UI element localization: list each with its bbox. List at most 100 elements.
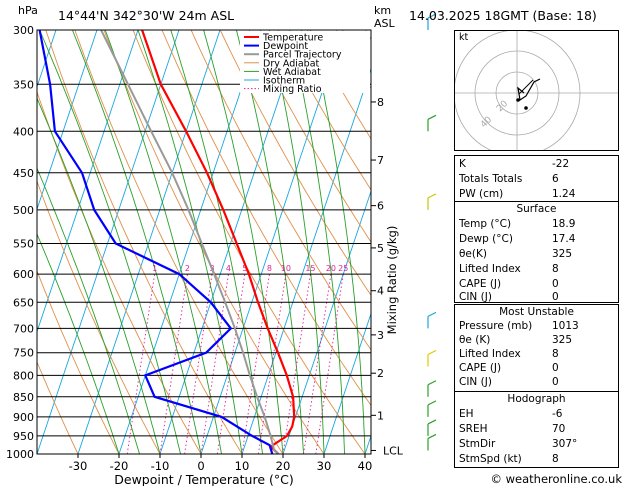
hodograph: 20 40 kt	[454, 30, 619, 151]
isotherm-line	[241, 67, 371, 454]
wind-barb-flag	[427, 349, 437, 356]
dry-adiabat-line	[132, 30, 366, 454]
x-tick-label: 40	[358, 459, 373, 473]
pressure-tick-label: 550	[13, 237, 34, 250]
mu-row: θe (K) 325	[459, 333, 614, 348]
surface-row: Lifted Index 8	[459, 262, 614, 277]
mixing-ratio-line	[303, 274, 332, 454]
x-tick-label: -20	[110, 459, 129, 473]
mu-value: 0	[552, 362, 559, 374]
km-tick-label: 5	[377, 242, 384, 255]
mu-key: Lifted Index	[459, 348, 521, 360]
surface-row: CAPE (J) 0	[459, 277, 614, 292]
hodograph-point	[524, 106, 528, 110]
pressure-tick-label: 300	[13, 24, 34, 37]
pressure-tick-label: 400	[13, 125, 34, 138]
wet-adiabat-line	[104, 30, 222, 454]
surface-key: θe(K)	[459, 248, 487, 260]
legend-label: Isotherm	[263, 76, 305, 87]
surface-key: CAPE (J)	[459, 278, 502, 290]
most-unstable-box: Most Unstable Pressure (mb) 1013 θe (K) 32…	[454, 304, 619, 392]
km-tick-label: 7	[377, 154, 384, 167]
index-row: PW (cm) 1.24	[459, 187, 614, 202]
hodograph-unit-label: kt	[459, 32, 469, 43]
hodograph-point	[516, 98, 520, 102]
isotherm-line	[323, 312, 371, 454]
km-tick-label: 1	[377, 409, 384, 422]
mu-row: CAPE (J) 0	[459, 361, 614, 376]
location-label: 14°44'N 342°30'W 24m ASL	[58, 8, 234, 23]
datetime-label: 14.03.2025 18GMT (Base: 18)	[409, 8, 597, 23]
legend-label: Parcel Trajectory	[263, 50, 342, 61]
surface-row: θe(K) 325	[459, 247, 614, 262]
km-tick-label: 3	[377, 329, 384, 342]
pressure-tick-label: 600	[13, 268, 34, 281]
surface-value: 18.9	[552, 218, 576, 230]
hodo-row: SREH 70	[459, 422, 614, 437]
mu-key: CIN (J)	[459, 376, 492, 388]
hodo-value: 307°	[552, 438, 578, 450]
wind-barb-flag	[427, 13, 437, 19]
series-parcel-trajectory	[100, 30, 280, 454]
wind-barb-flag	[427, 400, 437, 406]
wind-barb-flag	[427, 433, 437, 439]
mixing-ratio-label: 8	[267, 264, 272, 273]
index-key: PW (cm)	[459, 188, 504, 200]
surface-key: Temp (°C)	[459, 218, 512, 230]
legend-label: Dry Adiabat	[263, 58, 320, 69]
pressure-tick-label: 350	[13, 78, 34, 91]
mixing-ratio-label: 15	[305, 264, 315, 273]
legend-label: Temperature	[262, 33, 323, 44]
isotherm-line	[118, 30, 262, 454]
hodo-key: EH	[459, 408, 474, 420]
km-tick-label: 8	[377, 96, 384, 109]
wind-barb-flag	[427, 311, 437, 317]
hodo-key: StmDir	[459, 438, 496, 450]
mu-row: Pressure (mb) 1013	[459, 319, 614, 334]
storm-motion-arrow	[518, 79, 534, 95]
wet-adiabat-line	[170, 30, 263, 454]
km-tick-label: 4	[377, 285, 384, 298]
km-tick-label: LCL	[383, 444, 404, 457]
mixing-ratio-label: 1	[152, 264, 157, 273]
index-value: 1.24	[552, 188, 576, 200]
mixing-ratio-label: 4	[226, 264, 231, 273]
index-row: Totals Totals 6	[459, 172, 614, 187]
isotherm-line	[37, 30, 180, 454]
km-tick-label: 6	[377, 200, 384, 213]
mu-value: 1013	[552, 320, 579, 332]
hodograph-stats-title: Hodograph	[507, 393, 566, 405]
km-tick-label: 2	[377, 367, 384, 380]
surface-value: 8	[552, 263, 559, 275]
surface-key: Dewp (°C)	[459, 233, 513, 245]
isotherm-line	[282, 189, 371, 454]
x-tick-label: 0	[197, 459, 204, 473]
pressure-tick-label: 500	[13, 204, 34, 217]
isotherm-line	[77, 30, 221, 454]
hodo-row: StmDir 307°	[459, 437, 614, 452]
pressure-tick-label: 800	[13, 369, 34, 382]
pressure-tick-label: 850	[13, 391, 34, 404]
legend-label: Dewpoint	[263, 41, 308, 52]
mixing-ratio-label: 25	[338, 264, 348, 273]
surface-title: Surface	[516, 203, 557, 215]
wind-barb-flag	[427, 193, 437, 199]
hodo-key: StmSpd (kt)	[459, 453, 522, 465]
surface-value: 325	[552, 248, 573, 260]
index-value: 6	[552, 173, 559, 185]
surface-row: Dewp (°C) 17.4	[459, 232, 614, 247]
hodograph-trace	[517, 78, 541, 102]
hodograph-stats-box: Hodograph EH -6 SREH 70 StmDir 307° StmSpd …	[454, 392, 619, 468]
hodo-key: SREH	[459, 423, 488, 435]
mu-value: 8	[552, 348, 559, 360]
surface-key: CIN (J)	[459, 291, 492, 303]
mu-key: θe (K)	[459, 334, 491, 346]
index-value: -22	[552, 158, 570, 170]
pressure-tick-label: 450	[13, 167, 34, 180]
surface-row: CIN (J) 0	[459, 292, 614, 303]
isotherm-line	[200, 30, 344, 454]
x-tick-label: 30	[317, 459, 332, 473]
mu-key: CAPE (J)	[459, 362, 502, 374]
x-tick-label: -30	[69, 459, 88, 473]
isotherm-line	[159, 30, 303, 454]
